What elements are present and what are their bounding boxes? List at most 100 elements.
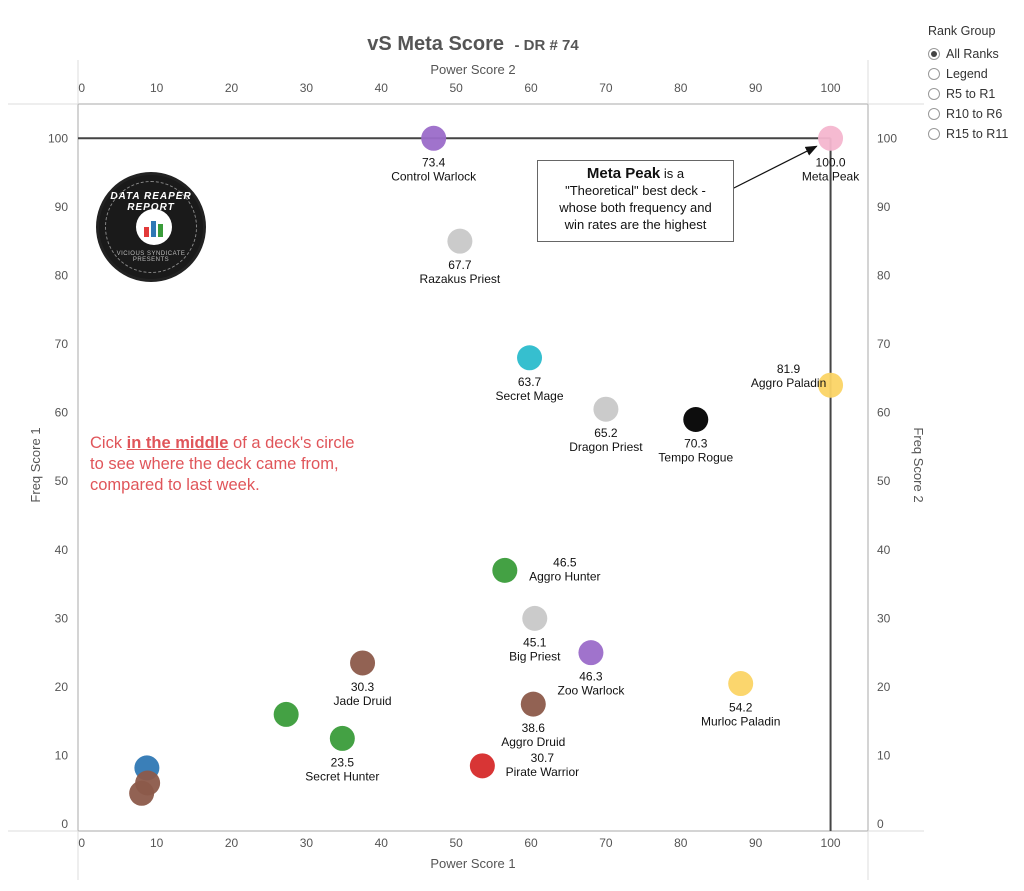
x-tick-top: 100: [821, 81, 841, 95]
instruction-note: Cick in the middle of a deck's circle to…: [90, 433, 370, 496]
deck-point[interactable]: [818, 372, 844, 398]
rank-option-label: Legend: [946, 67, 988, 81]
y-axis-title-right: Freq Score 2: [911, 427, 926, 502]
deck-name-label: Meta Peak: [802, 169, 860, 183]
deck-name-label: Murloc Paladin: [701, 715, 780, 729]
deck-name-label: Big Priest: [509, 649, 561, 663]
deck-name-label: Dragon Priest: [569, 440, 643, 454]
y-tick-left: 20: [55, 680, 69, 694]
callout-line3: whose both frequency and: [559, 200, 712, 215]
x-tick-bottom: 80: [674, 836, 688, 850]
y-tick-right: 20: [877, 680, 891, 694]
deck-point[interactable]: [517, 345, 543, 371]
x-tick-bottom: 0: [78, 836, 85, 850]
deck-point[interactable]: [129, 780, 155, 806]
deck-point[interactable]: [447, 228, 473, 254]
x-tick-top: 0: [78, 81, 85, 95]
chart-title-main: vS Meta Score: [367, 33, 504, 55]
rank-option-r15-to-r11[interactable]: R15 to R11: [928, 124, 1024, 144]
callout-bold: Meta Peak: [586, 165, 661, 182]
x-tick-bottom: 90: [749, 836, 763, 850]
reference-lines: [78, 137, 832, 831]
deck-name-label: Secret Hunter: [305, 769, 379, 783]
deck-point[interactable]: [578, 640, 604, 666]
x-tick-top: 60: [524, 81, 538, 95]
deck-point[interactable]: [818, 125, 844, 151]
deck-name-label: Secret Mage: [496, 389, 564, 403]
deck-name-label: Control Warlock: [391, 169, 477, 183]
y-axis-title-left: Freq Score 1: [28, 427, 43, 502]
radio-icon[interactable]: [928, 108, 940, 120]
rank-option-r10-to-r6[interactable]: R10 to R6: [928, 104, 1024, 124]
deck-point[interactable]: [329, 725, 355, 751]
deck-point[interactable]: [273, 701, 299, 727]
rank-option-legend[interactable]: Legend: [928, 64, 1024, 84]
axis-ticks: 0010102020303040405050606070708080909010…: [48, 81, 897, 850]
x-tick-bottom: 10: [150, 836, 164, 850]
deck-point[interactable]: [421, 125, 447, 151]
x-tick-top: 20: [225, 81, 239, 95]
x-tick-bottom: 60: [524, 836, 538, 850]
x-tick-bottom: 20: [225, 836, 239, 850]
deck-score-label: 54.2: [729, 701, 753, 715]
deck-name-label: Aggro Hunter: [529, 569, 600, 583]
callout-line4: win rates are the highest: [564, 217, 707, 232]
y-tick-left: 50: [55, 474, 69, 488]
deck-point[interactable]: [469, 753, 495, 779]
y-tick-right: 70: [877, 337, 891, 351]
radio-icon[interactable]: [928, 68, 940, 80]
y-tick-left: 30: [55, 611, 69, 625]
rank-group-options: All Ranks Legend R5 to R1 R10 to R6 R15 to R…: [928, 44, 1024, 144]
note-emphasis: in the middle: [126, 434, 229, 452]
rank-group-filter: Rank Group All Ranks Legend R5 to R1 R10 to…: [928, 24, 1024, 144]
deck-name-label: Tempo Rogue: [658, 450, 733, 464]
logo-ring: [105, 181, 197, 273]
deck-point[interactable]: [350, 650, 376, 676]
deck-point[interactable]: [683, 406, 709, 432]
x-tick-top: 80: [674, 81, 688, 95]
deck-score-label: 23.5: [331, 755, 355, 769]
y-tick-left: 40: [55, 543, 69, 557]
rank-option-r5-to-r1[interactable]: R5 to R1: [928, 84, 1024, 104]
x-tick-bottom: 100: [821, 836, 841, 850]
x-tick-bottom: 40: [375, 836, 389, 850]
deck-name-label: Pirate Warrior: [506, 765, 580, 779]
deck-name-label: Razakus Priest: [420, 272, 501, 286]
deck-score-label: 30.3: [351, 680, 375, 694]
y-tick-right: 50: [877, 474, 891, 488]
x-tick-bottom: 30: [300, 836, 314, 850]
deck-point[interactable]: [520, 691, 546, 717]
deck-score-label: 46.5: [553, 555, 577, 569]
deck-score-label: 73.4: [422, 155, 446, 169]
deck-score-label: 65.2: [594, 426, 618, 440]
x-tick-bottom: 70: [599, 836, 613, 850]
deck-point[interactable]: [522, 605, 548, 631]
rank-option-label: R15 to R11: [946, 127, 1009, 141]
y-tick-left: 60: [55, 406, 69, 420]
callout-arrow: [717, 145, 818, 197]
y-tick-left: 90: [55, 200, 69, 214]
y-tick-left: 80: [55, 268, 69, 282]
radio-icon[interactable]: [928, 88, 940, 100]
deck-point[interactable]: [728, 671, 754, 697]
deck-score-label: 100.0: [816, 155, 846, 169]
logo-chart-icon: [136, 209, 172, 245]
y-tick-right: 40: [877, 543, 891, 557]
deck-score-label: 63.7: [518, 375, 542, 389]
x-tick-top: 40: [375, 81, 389, 95]
x-tick-top: 70: [599, 81, 613, 95]
rank-option-label: All Ranks: [946, 47, 999, 61]
rank-option-all-ranks[interactable]: All Ranks: [928, 44, 1024, 64]
deck-point[interactable]: [492, 557, 518, 583]
deck-score-label: 38.6: [522, 721, 546, 735]
deck-name-label: Jade Druid: [334, 694, 392, 708]
logo-top-text: DATA REAPER REPORT: [110, 191, 192, 213]
deck-point[interactable]: [593, 396, 619, 422]
radio-icon[interactable]: [928, 48, 940, 60]
deck-score-label: 67.7: [448, 258, 472, 272]
radio-icon[interactable]: [928, 128, 940, 140]
data-reaper-logo: DATA REAPER REPORT VICIOUS SYNDICATE PRE…: [96, 172, 206, 282]
deck-score-label: 70.3: [684, 436, 708, 450]
